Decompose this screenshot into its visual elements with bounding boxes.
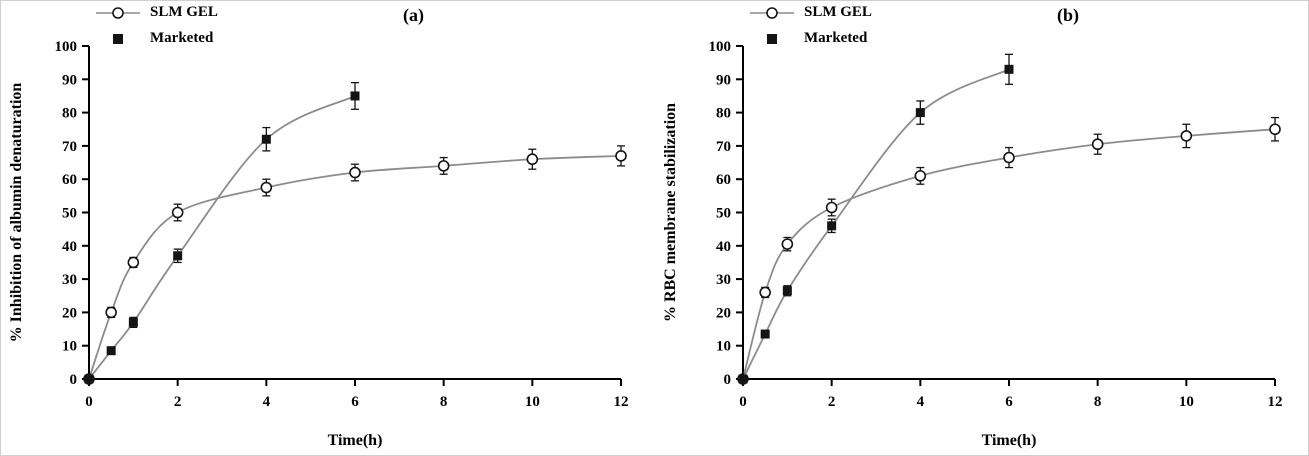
filled-square-icon xyxy=(767,33,777,44)
svg-text:8: 8 xyxy=(1094,394,1102,410)
rbc-membrane-stabilization-plot: 0 2 4 6 8 10 12 0 10 20 30 40 50 60 70 80 90 100 Time(h) % … xyxy=(662,39,1283,449)
legend-item-marketed: Marketed xyxy=(95,30,218,47)
svg-text:60: 60 xyxy=(716,172,731,188)
svg-text:10: 10 xyxy=(525,394,540,410)
legend-label-slm-gel: SLM GEL xyxy=(804,4,872,20)
svg-text:20: 20 xyxy=(716,305,731,321)
legend-b: SLM GEL Marketed xyxy=(749,4,872,47)
svg-text:0: 0 xyxy=(85,394,93,410)
svg-text:40: 40 xyxy=(62,239,77,255)
legend-a: SLM GEL Marketed xyxy=(95,4,218,47)
svg-text:10: 10 xyxy=(62,339,77,355)
svg-text:80: 80 xyxy=(62,106,77,122)
svg-text:30: 30 xyxy=(62,272,77,288)
open-circle-line-icon xyxy=(96,6,140,19)
svg-text:10: 10 xyxy=(1179,394,1194,410)
legend-item-slm-gel: SLM GEL xyxy=(95,4,218,21)
svg-text:6: 6 xyxy=(1005,394,1013,410)
svg-text:50: 50 xyxy=(62,206,77,222)
svg-text:12: 12 xyxy=(614,394,629,410)
legend-item-slm-gel: SLM GEL xyxy=(749,4,872,21)
svg-text:4: 4 xyxy=(263,394,271,410)
legend-label-marketed: Marketed xyxy=(150,30,214,46)
svg-text:% RBC membrane stabilization: % RBC membrane stabilization xyxy=(662,103,679,322)
panel-label-a: (a) xyxy=(403,5,424,25)
svg-text:8: 8 xyxy=(440,394,448,410)
svg-text:100: 100 xyxy=(55,39,78,55)
svg-text:2: 2 xyxy=(174,394,182,410)
svg-text:2: 2 xyxy=(828,394,836,410)
svg-text:% Inhibition of albumin denatu: % Inhibition of albumin denaturation xyxy=(8,83,25,343)
filled-square-icon xyxy=(113,33,123,44)
svg-text:20: 20 xyxy=(62,305,77,321)
svg-text:Time(h): Time(h) xyxy=(328,432,383,449)
svg-text:60: 60 xyxy=(62,172,77,188)
svg-text:6: 6 xyxy=(351,394,359,410)
svg-text:70: 70 xyxy=(62,139,77,155)
chart-panel-a: 0 2 4 6 8 10 12 0 10 20 30 40 50 60 70 80 90 100 Time(h) % … xyxy=(1,1,655,455)
svg-text:90: 90 xyxy=(62,72,77,88)
legend-item-marketed: Marketed xyxy=(749,30,872,47)
chart-panel-b: 0 2 4 6 8 10 12 0 10 20 30 40 50 60 70 80 90 100 Time(h) % … xyxy=(655,1,1308,455)
svg-text:12: 12 xyxy=(1268,394,1283,410)
svg-text:0: 0 xyxy=(739,394,747,410)
open-circle-line-icon xyxy=(750,6,794,19)
svg-text:80: 80 xyxy=(716,106,731,122)
svg-text:30: 30 xyxy=(716,272,731,288)
legend-label-marketed: Marketed xyxy=(804,30,868,46)
panel-label-b: (b) xyxy=(1057,5,1079,25)
albumin-denaturation-plot: 0 2 4 6 8 10 12 0 10 20 30 40 50 60 70 80 90 100 Time(h) % … xyxy=(8,39,629,449)
legend-label-slm-gel: SLM GEL xyxy=(150,4,218,20)
svg-text:Time(h): Time(h) xyxy=(982,432,1037,449)
svg-text:50: 50 xyxy=(716,206,731,222)
svg-text:40: 40 xyxy=(716,239,731,255)
svg-text:90: 90 xyxy=(716,72,731,88)
svg-text:0: 0 xyxy=(70,372,78,388)
svg-text:100: 100 xyxy=(709,39,732,55)
svg-text:0: 0 xyxy=(724,372,732,388)
svg-text:4: 4 xyxy=(917,394,925,410)
svg-text:70: 70 xyxy=(716,139,731,155)
svg-text:10: 10 xyxy=(716,339,731,355)
